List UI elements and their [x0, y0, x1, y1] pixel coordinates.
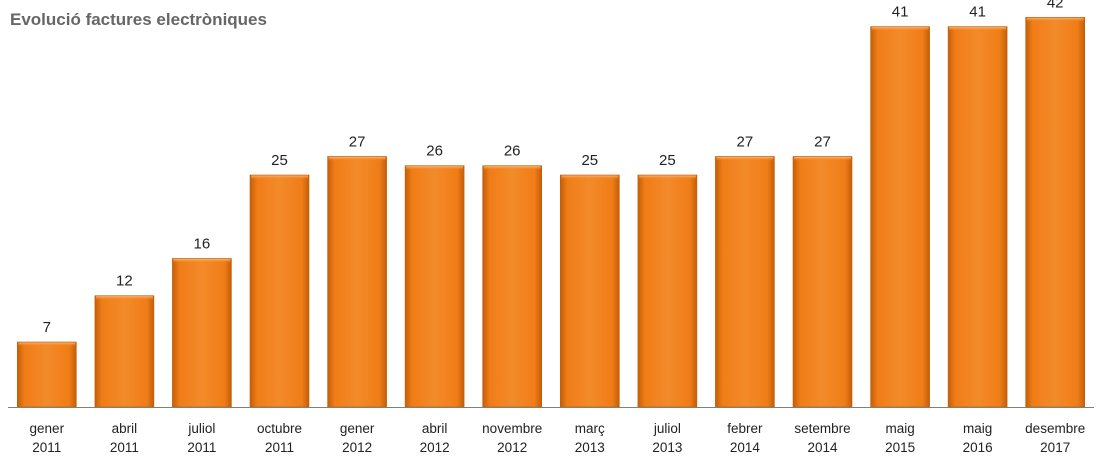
bar-highlight-11 [871, 27, 929, 32]
bar-highlight-3 [251, 175, 308, 180]
category-label-2-line-0: juliol [187, 421, 215, 436]
bar-5 [404, 165, 465, 408]
value-label-12: 41 [969, 4, 986, 21]
bar-2 [172, 258, 232, 408]
category-label-1-line-1: 2011 [110, 440, 139, 455]
category-label-6: novembre 2012 [482, 421, 542, 455]
category-label-12-line-1: 2016 [963, 440, 993, 455]
category-label-2-line-1: 2011 [187, 440, 216, 455]
bar-highlight-9 [716, 157, 774, 161]
category-label-3-line-1: 2011 [265, 440, 294, 455]
bar-highlight-1 [95, 296, 153, 301]
category-label-0-line-0: gener [30, 421, 65, 436]
category-label-2: juliol 2011 [187, 421, 216, 455]
value-labels-group: 7 12 16 25 27 26 26 25 25 27 27 41 41 42 [43, 0, 1064, 336]
value-label-7: 25 [581, 152, 598, 169]
bar-highlight-5 [406, 166, 464, 171]
category-label-11-line-0: maig [885, 421, 914, 436]
bar-1 [94, 295, 155, 408]
bar-12 [947, 26, 1008, 408]
value-label-13: 42 [1047, 0, 1064, 11]
category-label-13-line-1: 2017 [1040, 440, 1070, 455]
category-label-10-line-0: setembre [794, 421, 850, 436]
bar-highlight-7 [561, 175, 619, 180]
value-label-0: 7 [43, 319, 51, 336]
bar-highlight-2 [173, 259, 231, 263]
bars-group [16, 16, 1085, 408]
category-label-0-line-1: 2011 [32, 440, 61, 455]
category-label-9-line-0: febrer [727, 421, 763, 436]
bar-highlight-8 [638, 175, 696, 180]
value-label-2: 16 [194, 236, 211, 253]
bar-10 [792, 156, 853, 408]
value-label-5: 26 [426, 143, 443, 160]
value-label-3: 25 [271, 152, 288, 169]
bar-highlight-10 [794, 157, 851, 161]
category-label-9-line-1: 2014 [730, 440, 761, 455]
chart-title: Evolució factures electròniques [10, 10, 267, 29]
category-label-11: maig 2015 [885, 421, 915, 455]
bar-6 [482, 165, 543, 408]
category-label-1: abril 2011 [110, 421, 139, 455]
value-label-6: 26 [504, 143, 521, 160]
bar-highlight-4 [328, 157, 386, 161]
category-label-10-line-1: 2014 [807, 440, 838, 455]
category-label-9: febrer 2014 [727, 421, 763, 455]
value-label-4: 27 [349, 134, 366, 151]
bar-3 [249, 174, 310, 408]
category-label-8: juliol 2013 [652, 421, 682, 455]
category-label-5-line-0: abril [422, 421, 448, 436]
bar-highlight-13 [1026, 17, 1084, 22]
category-label-3: octubre 2011 [257, 421, 302, 455]
category-label-4: gener 2012 [340, 421, 375, 455]
category-label-12: maig 2016 [963, 421, 993, 455]
bar-13 [1025, 16, 1085, 408]
category-label-12-line-0: maig [963, 421, 992, 436]
category-label-11-line-1: 2015 [885, 440, 915, 455]
category-label-6-line-1: 2012 [497, 440, 527, 455]
category-label-7: març 2013 [575, 421, 605, 455]
value-label-11: 41 [892, 4, 909, 21]
category-label-8-line-0: juliol [653, 421, 681, 436]
value-label-9: 27 [737, 134, 754, 151]
category-label-7-line-0: març [575, 421, 605, 436]
value-label-8: 25 [659, 152, 676, 169]
category-label-0: gener 2011 [30, 421, 65, 455]
category-label-3-line-0: octubre [257, 421, 302, 436]
category-label-5: abril 2012 [420, 421, 450, 455]
bar-highlight-0 [18, 342, 76, 347]
value-label-1: 12 [116, 273, 133, 290]
bar-11 [870, 26, 930, 408]
category-label-10: setembre 2014 [794, 421, 850, 455]
category-label-5-line-1: 2012 [420, 440, 450, 455]
category-label-4-line-1: 2012 [342, 440, 372, 455]
category-label-13: desembre 2017 [1025, 421, 1085, 455]
bar-0 [16, 341, 77, 408]
value-label-10: 27 [814, 134, 831, 151]
category-label-6-line-0: novembre [482, 421, 542, 436]
category-label-8-line-1: 2013 [652, 440, 682, 455]
category-label-13-line-0: desembre [1025, 421, 1085, 436]
category-label-7-line-1: 2013 [575, 440, 605, 455]
bar-4 [327, 156, 387, 408]
category-label-1-line-0: abril [112, 421, 138, 436]
bar-8 [637, 174, 698, 408]
bar-highlight-6 [483, 166, 541, 171]
bar-highlight-12 [949, 27, 1007, 32]
bar-9 [715, 156, 775, 408]
category-label-4-line-0: gener [340, 421, 375, 436]
bar-7 [559, 174, 620, 408]
